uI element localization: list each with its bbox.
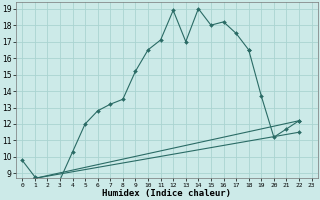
X-axis label: Humidex (Indice chaleur): Humidex (Indice chaleur) bbox=[102, 189, 231, 198]
